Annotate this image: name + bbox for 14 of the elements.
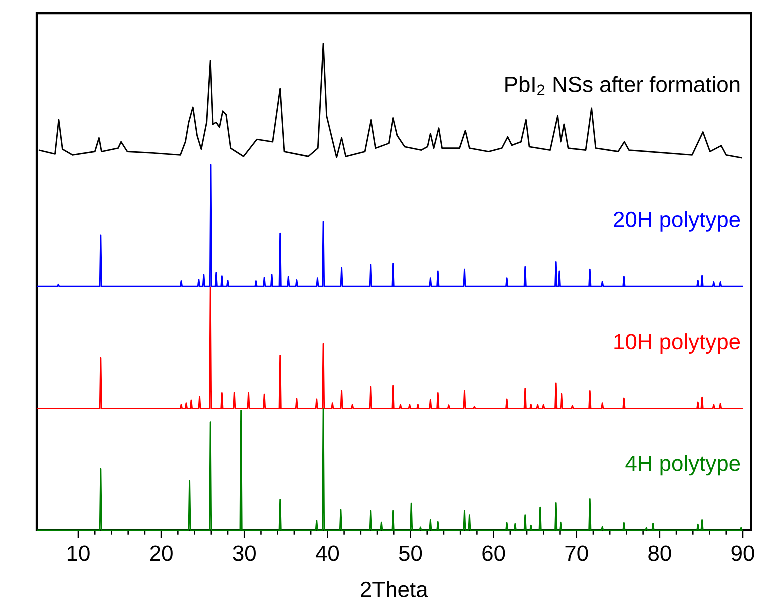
x-tick-label: 70 <box>566 546 588 562</box>
text: 10H polytype <box>614 334 740 354</box>
x-tick-label: 40 <box>316 546 340 562</box>
x-tick-label: 60 <box>482 546 506 562</box>
x-tick-label: 30 <box>233 546 256 562</box>
x-tick-label: 20 <box>150 546 173 562</box>
x-tick-label: 80 <box>648 546 672 562</box>
x-axis-title: 2Theta <box>361 582 428 598</box>
text: 20H polytype <box>614 212 740 232</box>
x-tick-label: 50 <box>399 546 422 562</box>
x-tick-label: 90 <box>732 546 754 562</box>
x-tick-label: 10 <box>68 546 90 562</box>
series-label: PbI$_{2}$ NSs after formation <box>506 76 740 96</box>
series-label: 4H polytype <box>626 455 740 476</box>
